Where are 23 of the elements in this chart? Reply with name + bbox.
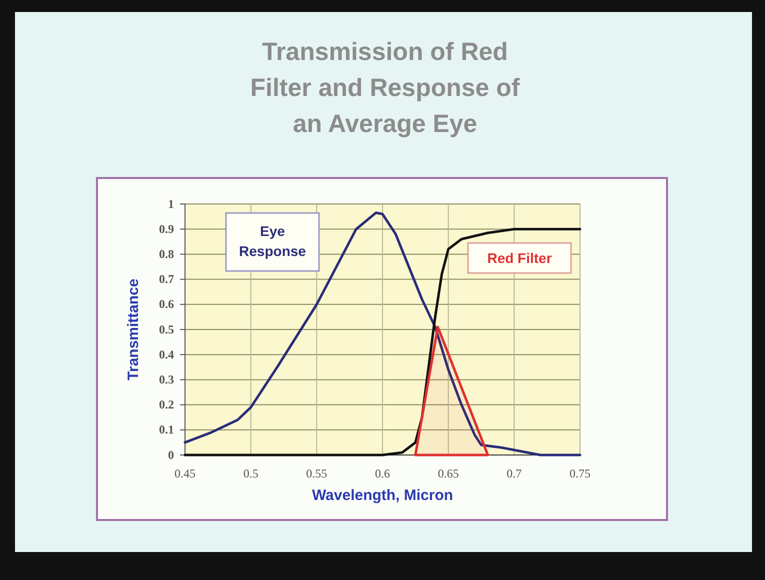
x-tick-label: 0.5 [243,466,258,481]
y-tick-label: 0.6 [159,297,174,312]
x-tick-label: 0.65 [438,466,459,481]
x-tick-label: 0.55 [306,466,328,481]
chart-title: Transmission of Red Filter and Response of an Average Eye [250,38,520,138]
y-tick-label: 0 [168,448,174,462]
x-tick-label: 0.7 [506,466,522,481]
series-label: Red Filter [487,250,552,266]
y-tick-label: 0.9 [159,222,174,236]
y-tick-label: 0.1 [159,422,174,437]
x-tick-label: 0.75 [570,466,590,481]
y-axis-title: Transmittance [125,278,142,380]
y-tick-label: 0.8 [159,247,174,262]
x-axis-title: Wavelength, Micron [312,487,454,504]
y-tick-label: 0.2 [159,398,174,412]
y-tick-label: 0.5 [159,322,174,336]
y-tick-label: 0.4 [159,347,174,362]
x-tick-label: 0.6 [375,466,390,481]
y-tick-label: 0.7 [159,272,174,286]
text: Eye Response [239,223,306,259]
x-tick-label: 0.45 [174,466,196,481]
y-tick-label: 1 [168,196,174,211]
y-tick-label: 0.3 [159,372,174,387]
